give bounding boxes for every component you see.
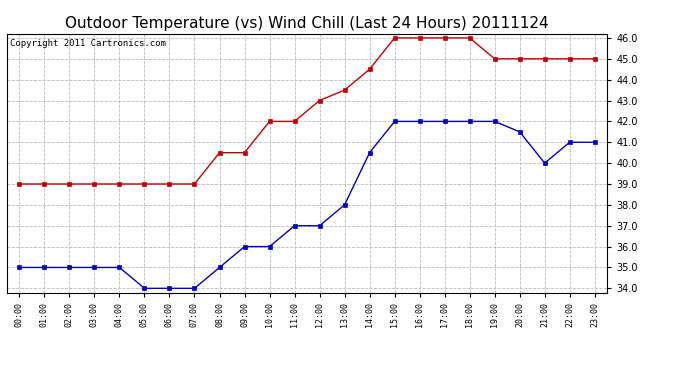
- Text: Copyright 2011 Cartronics.com: Copyright 2011 Cartronics.com: [10, 39, 166, 48]
- Title: Outdoor Temperature (vs) Wind Chill (Last 24 Hours) 20111124: Outdoor Temperature (vs) Wind Chill (Las…: [66, 16, 549, 31]
